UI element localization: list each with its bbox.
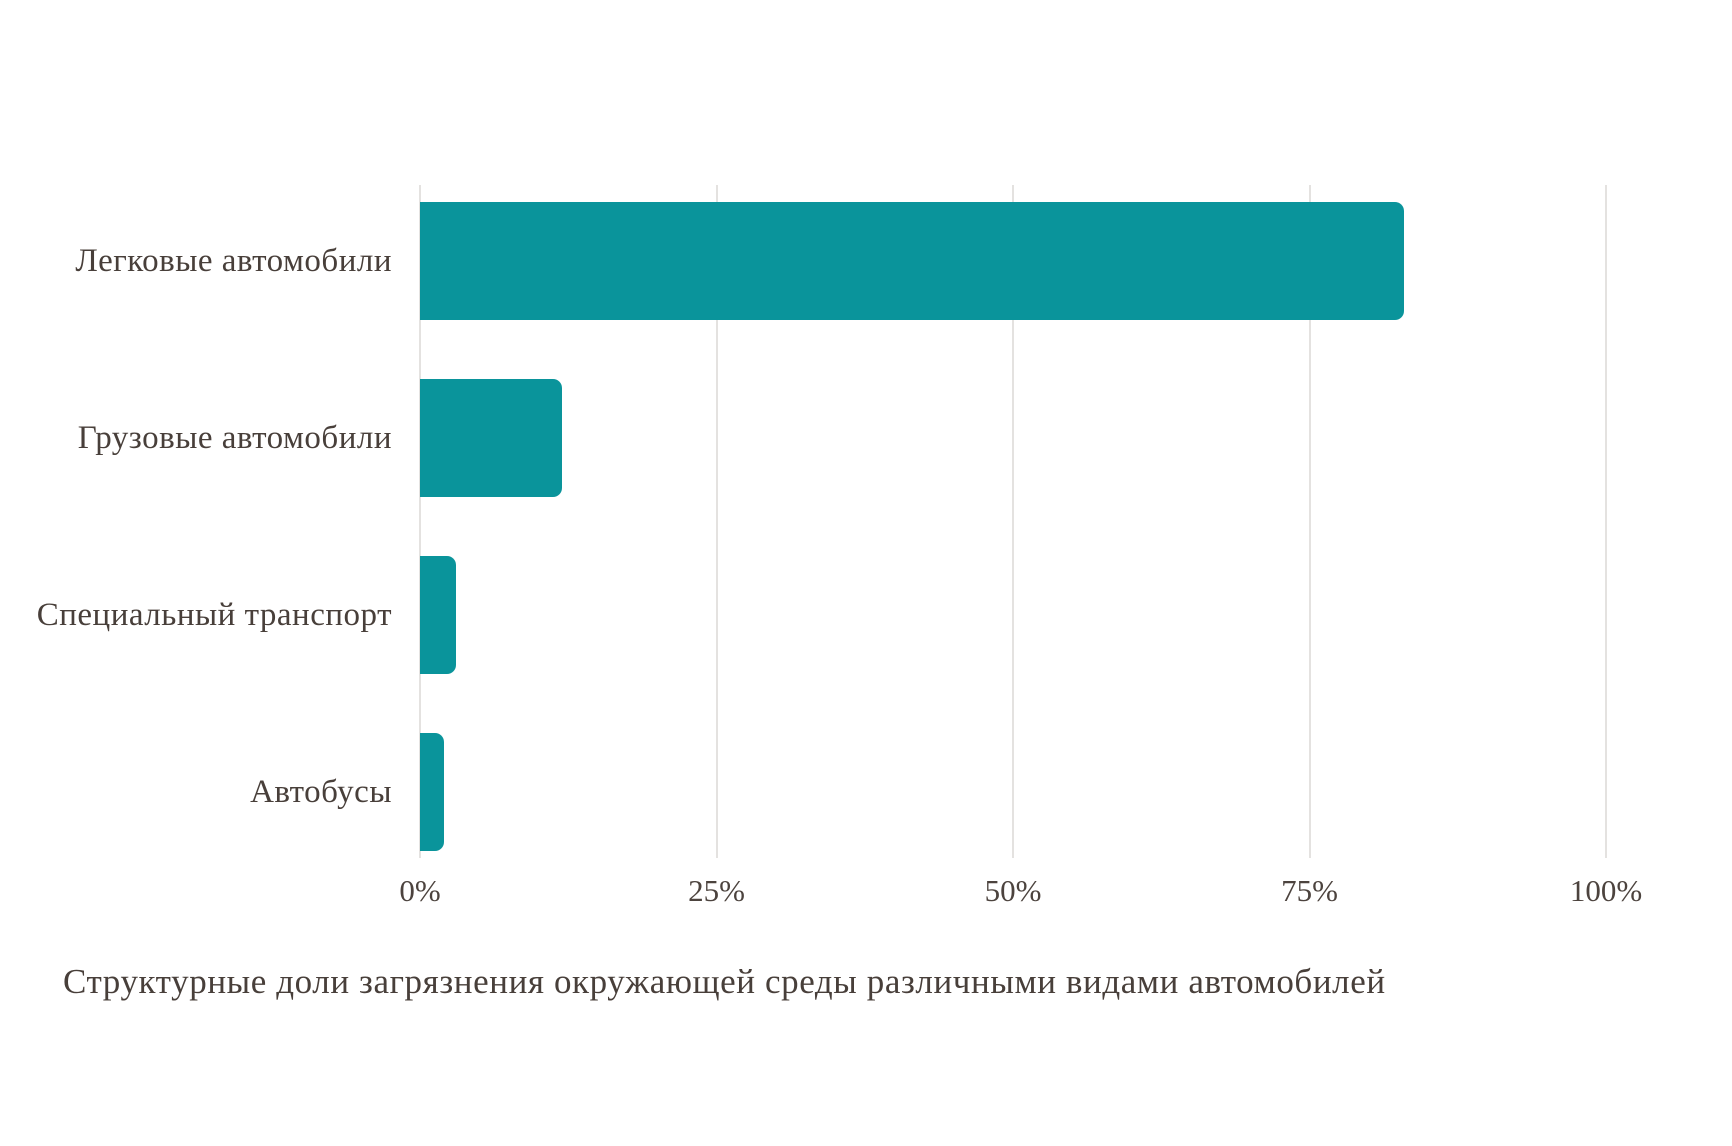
x-gridline-75 — [1308, 185, 1311, 858]
bar — [420, 733, 444, 851]
category-label: Автобусы — [250, 773, 392, 810]
x-tick-label-50: 50% — [984, 873, 1042, 908]
x-tick-label-100: 100% — [1569, 873, 1643, 908]
chart-title: Структурные доли загрязнения окружающей … — [63, 962, 1386, 1001]
category-label: Специальный транспорт — [36, 596, 392, 633]
bar — [420, 202, 1405, 320]
bar — [420, 556, 456, 674]
bar — [420, 379, 563, 497]
x-tick-label-25: 25% — [688, 873, 745, 908]
x-gridline-25 — [715, 185, 718, 858]
x-gridline-0 — [419, 185, 421, 858]
category-label: Легковые автомобили — [75, 242, 392, 279]
category-label: Грузовые автомобили — [77, 419, 392, 456]
x-gridline-100 — [1605, 185, 1607, 858]
x-gridline-50 — [1012, 185, 1014, 858]
x-tick-label-0: 0% — [399, 873, 441, 908]
x-tick-label-75: 75% — [1281, 873, 1338, 908]
